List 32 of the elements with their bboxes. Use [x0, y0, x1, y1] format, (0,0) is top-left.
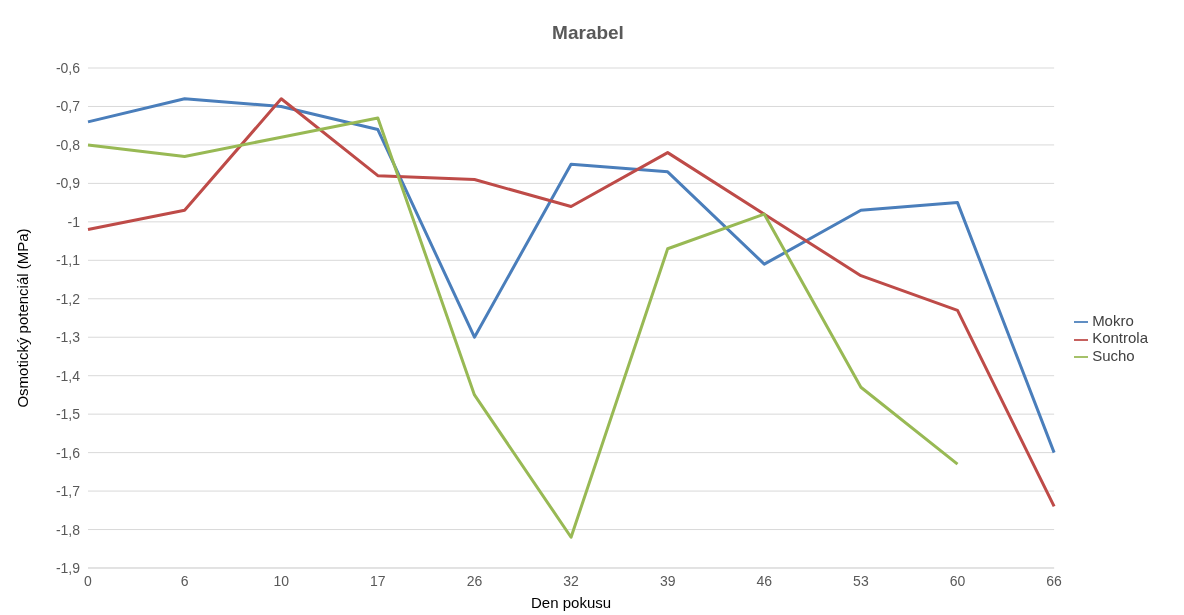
y-tick-label: -0,8 [55, 136, 81, 153]
legend-label: Sucho [1092, 346, 1135, 364]
y-tick-label: -1,8 [55, 521, 81, 538]
y-tick-label: -1,4 [55, 367, 81, 384]
y-axis-title: Osmotický potenciál (MPa) [14, 228, 32, 408]
x-tick-label: 60 [949, 572, 966, 589]
y-tick-label: -1,3 [55, 329, 81, 346]
x-axis-title: Den pokusu [531, 594, 612, 611]
legend-label: Kontrola [1092, 329, 1148, 347]
y-tick-label: -0,9 [55, 175, 81, 192]
x-tick-label: 6 [180, 572, 189, 589]
x-tick-label: 0 [84, 572, 93, 589]
legend-label: Mokro [1092, 312, 1134, 330]
x-tick-label: 46 [756, 572, 773, 589]
y-tick-label: -1 [67, 213, 81, 230]
y-tick-label: -1,2 [55, 290, 81, 307]
y-tick-label: -1,6 [55, 444, 81, 461]
y-tick-label: -1,9 [55, 559, 81, 576]
x-tick-label: 17 [370, 572, 386, 589]
y-tick-label: -1,5 [55, 406, 81, 423]
x-tick-label: 39 [659, 572, 676, 589]
y-tick-label: -1,1 [55, 252, 81, 269]
x-tick-label: 32 [563, 572, 580, 589]
x-tick-label: 26 [466, 572, 483, 589]
line-series [86, 116, 960, 539]
y-tick-label: -0,7 [55, 98, 81, 115]
x-tick-label: 10 [273, 572, 290, 589]
x-tick-label: 66 [1046, 572, 1063, 589]
y-tick-label: -0,6 [55, 59, 81, 76]
x-tick-label: 53 [853, 572, 869, 589]
chart-title: Marabel [551, 21, 625, 45]
y-tick-label: -1,7 [55, 483, 81, 500]
